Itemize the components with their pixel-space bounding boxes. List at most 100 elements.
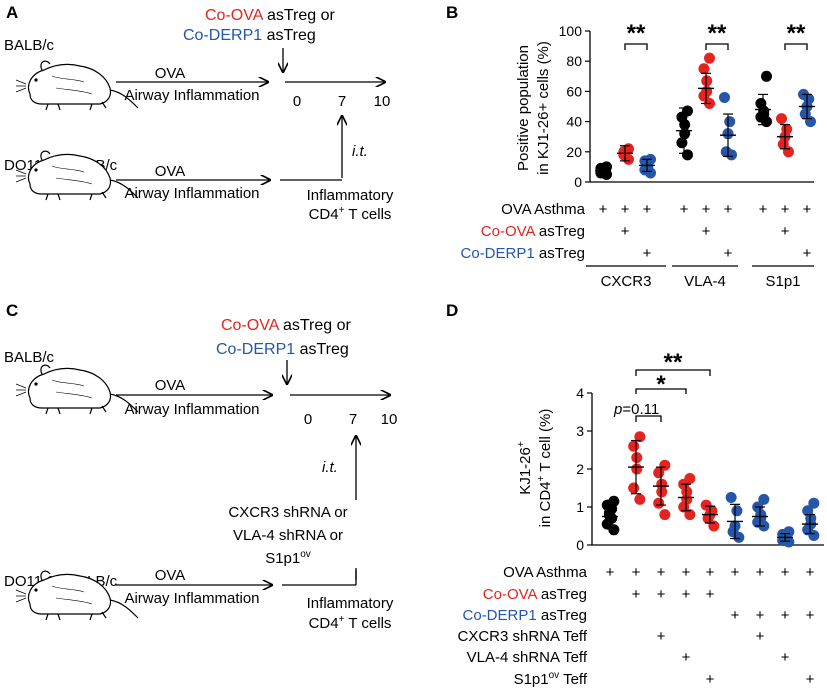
row-sign: +: [781, 564, 790, 581]
data-point: [634, 493, 646, 505]
y-label-a: in CD4: [537, 481, 554, 527]
data-point: [656, 486, 668, 498]
data-point: [684, 473, 696, 484]
row-label-s1p1-sup: ov: [549, 670, 560, 681]
row-sign: +: [756, 607, 765, 624]
panel-letter-d: D: [446, 301, 458, 320]
shrna-line1: CXCR3 shRNA or: [228, 504, 347, 521]
data-point: [698, 63, 710, 75]
treg-label-line1-c: Co-OVA asTreg or: [221, 317, 351, 334]
row-sign: +: [606, 564, 615, 581]
data-point: [628, 482, 640, 494]
group-label: CXCR3: [601, 273, 652, 290]
data-point: [783, 526, 795, 538]
data-point: [659, 509, 671, 521]
significance-bracket: [635, 369, 711, 376]
it-label-c: i.t.: [322, 459, 338, 476]
row-sign: +: [621, 223, 630, 240]
inflammatory-label: Inflammatory: [307, 187, 394, 204]
row-sign: +: [643, 201, 652, 218]
row-sign: +: [680, 201, 689, 218]
panel-letter-b: B: [446, 3, 458, 22]
chart-b-marks: ** ** **: [595, 20, 816, 180]
row-label-s1p1-main: S1p1: [514, 671, 549, 688]
row-sign: +: [657, 564, 666, 581]
row-sign: +: [731, 607, 740, 624]
data-point: [653, 497, 665, 509]
y-axis-label-line1: KJ1-26+: [516, 441, 534, 495]
row-sign: +: [706, 586, 715, 603]
panel-b: B 0 20 40 60 80 100 Positive population in KJ1-…: [446, 3, 816, 290]
row-sign: +: [806, 671, 815, 688]
data-point: [720, 146, 732, 158]
y-tick-label: 2: [576, 461, 584, 477]
y-tick-label: 0: [576, 537, 584, 553]
panel-a: A Co-OVA asTreg or Co-DERP1 asTreg BALB/…: [4, 3, 394, 223]
y-label-sup: +: [516, 441, 527, 447]
row-sign: +: [803, 201, 812, 218]
inflammatory-label-c: Inflammatory: [307, 595, 394, 612]
row-sign: +: [724, 245, 733, 262]
p-value-label: p=0.11: [613, 401, 659, 418]
treg-label-line2: Co-DERP1 asTreg: [183, 27, 316, 44]
data-point: [628, 440, 640, 452]
airway-label-2-c: Airway Inflammation: [124, 590, 259, 607]
row-label-co-ova: Co-OVA asTreg: [483, 586, 587, 603]
day-7: 7: [338, 93, 346, 110]
data-point: [681, 493, 693, 505]
row-label-ova-asthma: OVA Asthma: [503, 564, 588, 581]
data-point: [656, 478, 668, 490]
row-label-s1p1: S1p1ov Teff: [514, 670, 588, 688]
it-label: i.t.: [352, 143, 368, 160]
significance-label: *: [656, 371, 666, 398]
data-point: [634, 431, 646, 443]
row-sign: +: [803, 245, 812, 262]
row-label-ova-asthma: OVA Asthma: [501, 201, 586, 218]
ova-label-2-c: OVA: [155, 567, 186, 584]
significance-bracket: [705, 43, 729, 50]
data-point: [701, 75, 713, 87]
y-tick-label: 0: [574, 174, 582, 190]
ova-label-c: OVA: [155, 377, 186, 394]
shrna-line2: VLA-4 shRNA or: [233, 527, 343, 544]
data-point: [802, 505, 814, 517]
data-point: [761, 70, 772, 82]
row-label-co-derp1: Co-DERP1 asTreg: [461, 245, 585, 262]
p-italic: p: [613, 401, 622, 418]
day-0-c: 0: [304, 411, 312, 428]
significance-label: **: [708, 20, 727, 47]
day-0: 0: [293, 93, 301, 110]
row-sign: +: [806, 564, 815, 581]
row-label-vla4: VLA-4 shRNA Teff: [467, 649, 588, 666]
panel-c: C Co-OVA asTreg or Co-DERP1 asTreg BALB/…: [4, 301, 397, 632]
p-bracket: [635, 415, 662, 422]
panel-letter-c: C: [6, 301, 18, 320]
data-point: [684, 509, 696, 521]
row-sign: +: [657, 628, 666, 645]
row-label-astreg: asTreg: [535, 223, 585, 240]
row-label-astreg: asTreg: [535, 245, 585, 262]
y-axis-label-line1: Positive population: [515, 45, 532, 171]
ova-label-2: OVA: [155, 163, 186, 180]
row-sign: +: [781, 223, 790, 240]
row-label-teff: Teff: [559, 671, 588, 688]
data-point: [704, 52, 715, 64]
significance-label: **: [787, 20, 806, 47]
data-point: [631, 452, 643, 464]
row-label-astreg: asTreg: [537, 586, 587, 603]
row-sign: +: [759, 201, 768, 218]
day-10-c: 10: [381, 411, 398, 428]
data-point: [659, 459, 671, 471]
row-sign: +: [682, 586, 691, 603]
day-10: 10: [374, 93, 391, 110]
data-point: [724, 116, 736, 128]
row-sign: +: [724, 201, 733, 218]
ova-label: OVA: [155, 65, 186, 82]
y-tick-label: 20: [566, 144, 582, 160]
airway-label-c: Airway Inflammation: [124, 401, 259, 418]
row-sign: +: [756, 564, 765, 581]
